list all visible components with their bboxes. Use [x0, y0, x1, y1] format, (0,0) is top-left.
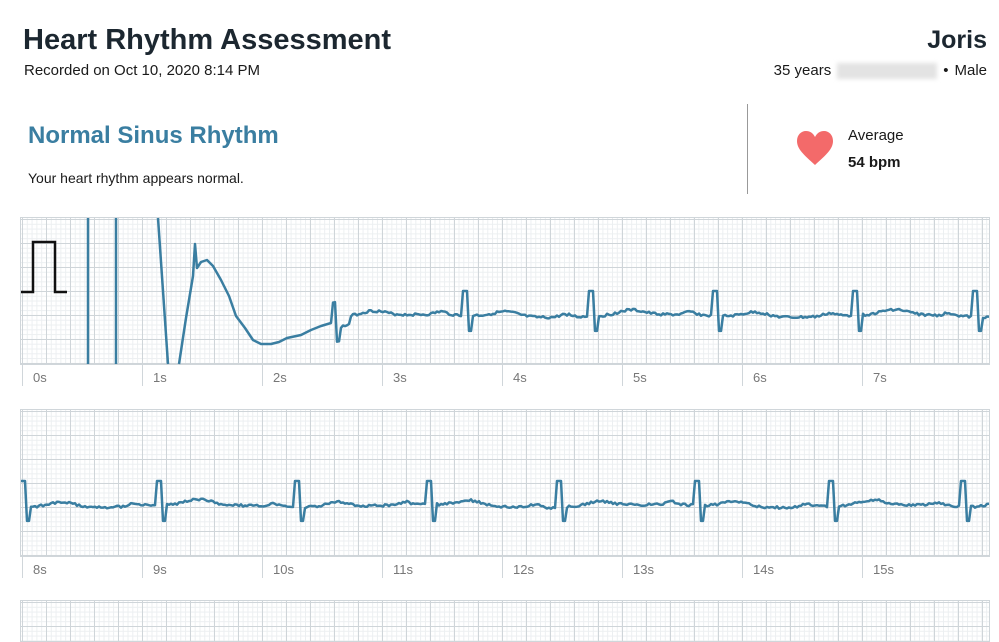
calibration-pulse	[21, 240, 67, 294]
tick-label: 12s	[502, 556, 534, 578]
tick-label: 14s	[742, 556, 774, 578]
ecg-strip-3	[20, 600, 990, 642]
time-axis-1: 0s 1s 2s 3s 4s 5s 6s 7s	[20, 364, 988, 386]
average-label: Average	[848, 127, 904, 144]
page-title: Heart Rhythm Assessment	[23, 24, 391, 56]
rhythm-description: Your heart rhythm appears normal.	[28, 170, 244, 186]
tick-label: 7s	[862, 364, 887, 386]
tick-label: 11s	[382, 556, 413, 578]
tick-label: 9s	[142, 556, 167, 578]
ecg-trace-1	[21, 217, 990, 365]
tick-label: 1s	[142, 364, 167, 386]
redacted-birthdate	[837, 62, 938, 79]
rhythm-classification: Normal Sinus Rhythm	[28, 122, 279, 149]
separator: •	[943, 62, 949, 79]
tick-label: 13s	[622, 556, 654, 578]
patient-name: Joris	[927, 26, 987, 54]
patient-age: 35 years	[773, 62, 832, 79]
ecg-waveform	[177, 242, 990, 365]
tick-label: 5s	[622, 364, 647, 386]
tick-label: 8s	[22, 556, 47, 578]
average-bpm: 54 bpm	[848, 154, 901, 171]
ecg-strip-1	[20, 217, 990, 365]
patient-demographics: 35 years • Male	[774, 62, 987, 79]
tick-label: 10s	[262, 556, 294, 578]
tick-label: 3s	[382, 364, 407, 386]
tick-label: 4s	[502, 364, 527, 386]
tick-label: 2s	[262, 364, 287, 386]
ecg-strip-2	[20, 409, 990, 557]
recorded-date: Recorded on Oct 10, 2020 8:14 PM	[24, 62, 260, 79]
patient-sex: Male	[954, 62, 987, 79]
tick-label: 15s	[862, 556, 894, 578]
artifact-line	[156, 217, 170, 365]
tick-label: 0s	[22, 364, 47, 386]
tick-label: 6s	[742, 364, 767, 386]
ecg-trace-2	[21, 479, 990, 523]
heart-icon	[797, 131, 833, 165]
divider	[747, 104, 748, 194]
time-axis-2: 8s 9s 10s 11s 12s 13s 14s 15s	[20, 556, 988, 578]
ecg-waveform	[21, 479, 990, 523]
